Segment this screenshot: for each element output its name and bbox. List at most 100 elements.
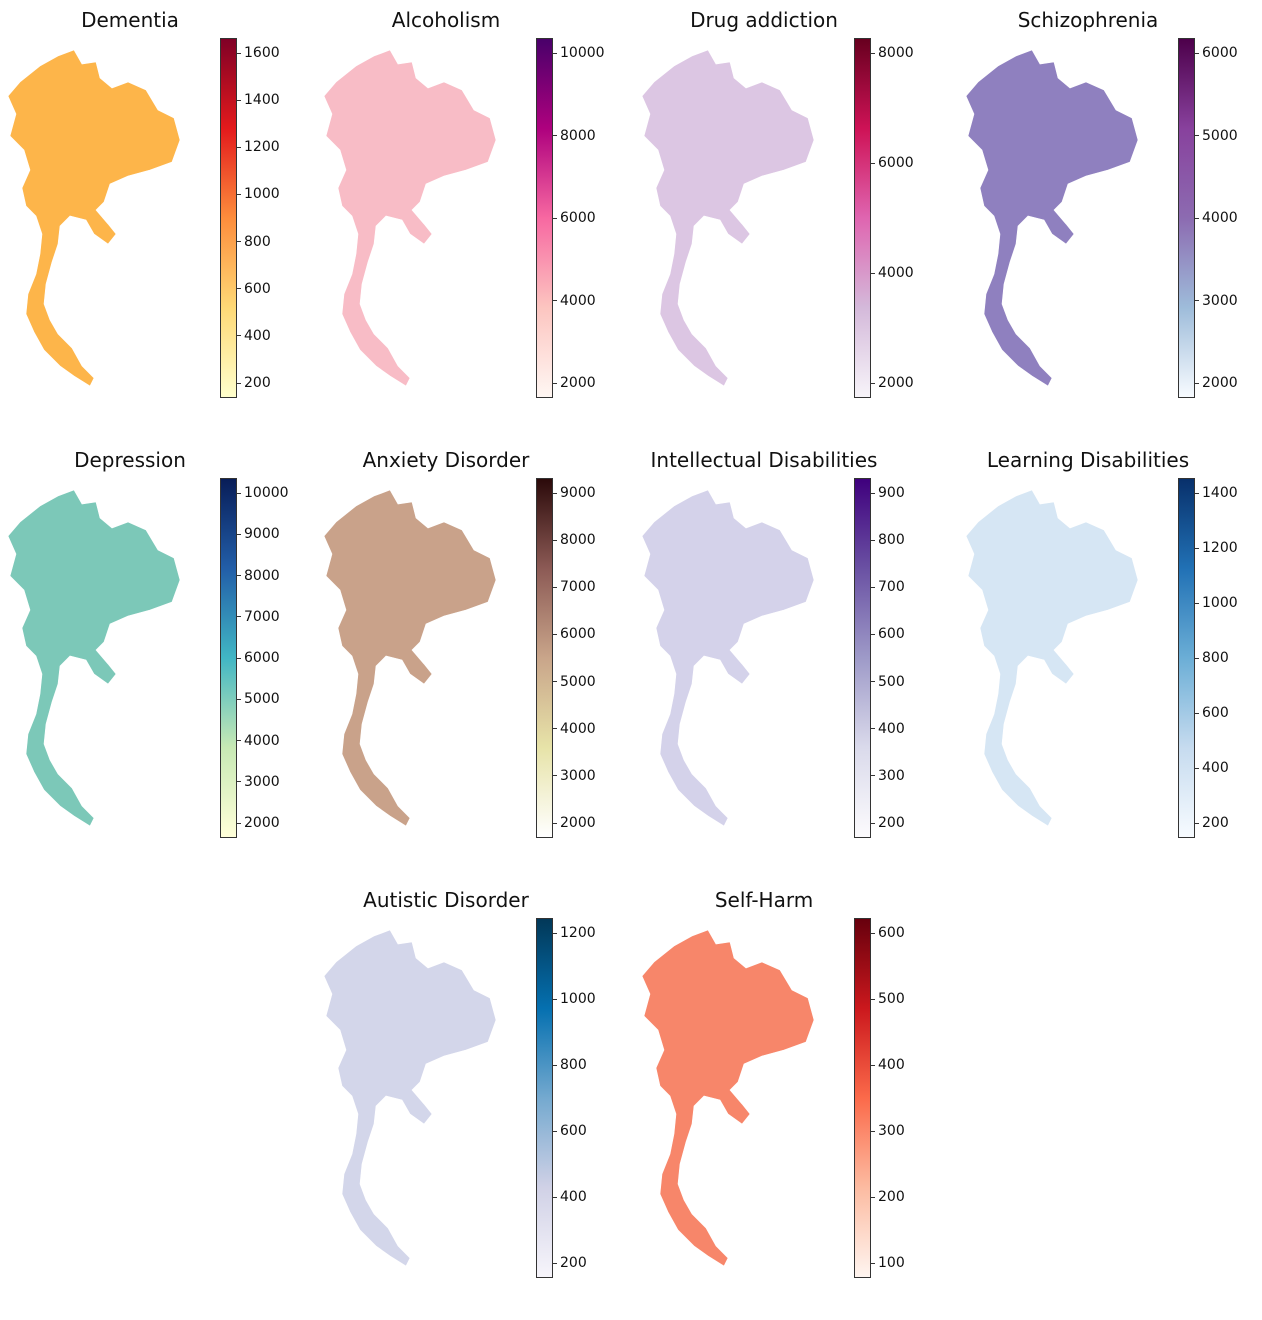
colorbar-tick-label: 2000 — [553, 816, 596, 830]
colorbar-tick-label: 5000 — [237, 692, 280, 706]
colorbar-tick-label: 2000 — [871, 376, 914, 390]
colorbar-tick-label: 10000 — [553, 46, 605, 60]
colorbar-tick-label: 800 — [237, 235, 271, 249]
country-region — [641, 49, 815, 387]
colorbar — [220, 38, 237, 398]
country-region — [965, 489, 1139, 827]
colorbar-tick-label: 700 — [871, 580, 905, 594]
thailand-map — [323, 49, 497, 387]
colorbar — [854, 918, 871, 1278]
colorbar-tick-label: 400 — [871, 1058, 905, 1072]
map-panel-depression: Depression 10000 9000 8000 7000 6000 5000 4000 3… — [0, 440, 316, 880]
country-region — [7, 49, 181, 387]
colorbar-tick-label: 8000 — [237, 569, 280, 583]
panel-title: Alcoholism — [391, 8, 501, 32]
colorbar-tick-label: 9000 — [553, 486, 596, 500]
colorbar-tick-label: 3000 — [1195, 294, 1238, 308]
thailand-map — [965, 489, 1139, 827]
colorbar-tick-label: 9000 — [237, 527, 280, 541]
panel-title: Autistic Disorder — [363, 888, 529, 912]
map-panel-drug-addiction: Drug addiction 8000 6000 4000 2000 — [634, 0, 950, 440]
colorbar — [220, 478, 237, 838]
colorbar-tick-label: 6000 — [237, 651, 280, 665]
colorbar-tick-label: 600 — [237, 282, 271, 296]
country-region — [965, 49, 1139, 387]
colorbar-tick-label: 4000 — [553, 294, 596, 308]
country-region — [641, 489, 815, 827]
colorbar-tick-label: 900 — [871, 486, 905, 500]
thailand-map — [641, 49, 815, 387]
country-region — [323, 489, 497, 827]
colorbar-tick-label: 200 — [871, 1190, 905, 1204]
colorbar — [1178, 38, 1195, 398]
thailand-map — [323, 489, 497, 827]
colorbar-tick-label: 8000 — [553, 129, 596, 143]
colorbar-tick-label: 800 — [553, 1058, 587, 1072]
colorbar-tick-label: 2000 — [553, 376, 596, 390]
panel-title: Learning Disabilities — [986, 448, 1190, 472]
colorbar-tick-label: 1200 — [1195, 541, 1238, 555]
thailand-map — [641, 489, 815, 827]
colorbar-tick-label: 1000 — [237, 187, 280, 201]
country-region — [323, 49, 497, 387]
colorbar-tick-label: 8000 — [553, 533, 596, 547]
panel-title: Depression — [74, 448, 186, 472]
colorbar-tick-label: 1400 — [237, 93, 280, 107]
colorbar-tick-label: 200 — [237, 376, 271, 390]
colorbar-tick-label: 400 — [871, 722, 905, 736]
colorbar-tick-label: 1400 — [1195, 486, 1238, 500]
thailand-map — [7, 489, 181, 827]
map-panel-self-harm: Self-Harm 600 500 400 300 200 100 — [634, 880, 950, 1320]
colorbar-tick-label: 5000 — [1195, 129, 1238, 143]
country-region — [7, 489, 181, 827]
colorbar-tick-label: 1200 — [237, 140, 280, 154]
map-panel-alcoholism: Alcoholism 10000 8000 6000 4000 2000 — [316, 0, 632, 440]
colorbar-tick-label: 10000 — [237, 486, 289, 500]
colorbar-tick-label: 1000 — [553, 992, 596, 1006]
colorbar-tick-label: 400 — [1195, 761, 1229, 775]
colorbar-tick-label: 7000 — [553, 580, 596, 594]
colorbar-tick-label: 4000 — [237, 734, 280, 748]
colorbar-tick-label: 300 — [871, 1124, 905, 1138]
colorbar-tick-label: 7000 — [237, 610, 280, 624]
panel-title: Schizophrenia — [1017, 8, 1159, 32]
colorbar-tick-label: 200 — [871, 816, 905, 830]
colorbar-tick-label: 4000 — [871, 266, 914, 280]
colorbar-tick-label: 4000 — [553, 722, 596, 736]
colorbar — [536, 918, 553, 1278]
colorbar-tick-label: 600 — [871, 627, 905, 641]
colorbar-tick-label: 2000 — [237, 816, 280, 830]
map-panel-learning-disabilities: Learning Disabilities 1400 1200 1000 800 600 4… — [958, 440, 1262, 880]
country-region — [641, 929, 815, 1267]
colorbar-tick-label: 2000 — [1195, 376, 1238, 390]
colorbar-tick-label: 5000 — [553, 675, 596, 689]
colorbar-tick-label: 8000 — [871, 46, 914, 60]
colorbar — [854, 478, 871, 838]
colorbar-tick-label: 300 — [871, 769, 905, 783]
panel-title: Intellectual Disabilities — [650, 448, 878, 472]
colorbar — [854, 38, 871, 398]
colorbar-tick-label: 500 — [871, 992, 905, 1006]
colorbar-tick-label: 6000 — [1195, 46, 1238, 60]
colorbar-tick-label: 600 — [871, 926, 905, 940]
panel-title: Dementia — [81, 8, 179, 32]
map-panel-autistic-disorder: Autistic Disorder 1200 1000 800 600 400 200 — [316, 880, 632, 1320]
panel-title: Self-Harm — [714, 888, 814, 912]
panel-title: Anxiety Disorder — [362, 448, 530, 472]
country-region — [323, 929, 497, 1267]
colorbar-tick-label: 4000 — [1195, 211, 1238, 225]
thailand-map — [323, 929, 497, 1267]
colorbar-tick-label: 600 — [553, 1124, 587, 1138]
colorbar-tick-label: 100 — [871, 1256, 905, 1270]
map-panel-intellectual-disabilities: Intellectual Disabilities 900 800 700 600 500… — [634, 440, 950, 880]
colorbar-tick-label: 6000 — [871, 156, 914, 170]
map-panel-schizophrenia: Schizophrenia 6000 5000 4000 3000 2000 — [958, 0, 1262, 440]
colorbar-tick-label: 1200 — [553, 926, 596, 940]
thailand-map — [641, 929, 815, 1267]
colorbar-tick-label: 200 — [1195, 816, 1229, 830]
colorbar-tick-label: 1600 — [237, 46, 280, 60]
thailand-map — [7, 49, 181, 387]
colorbar-tick-label: 800 — [1195, 651, 1229, 665]
colorbar-tick-label: 500 — [871, 675, 905, 689]
colorbar-tick-label: 6000 — [553, 211, 596, 225]
